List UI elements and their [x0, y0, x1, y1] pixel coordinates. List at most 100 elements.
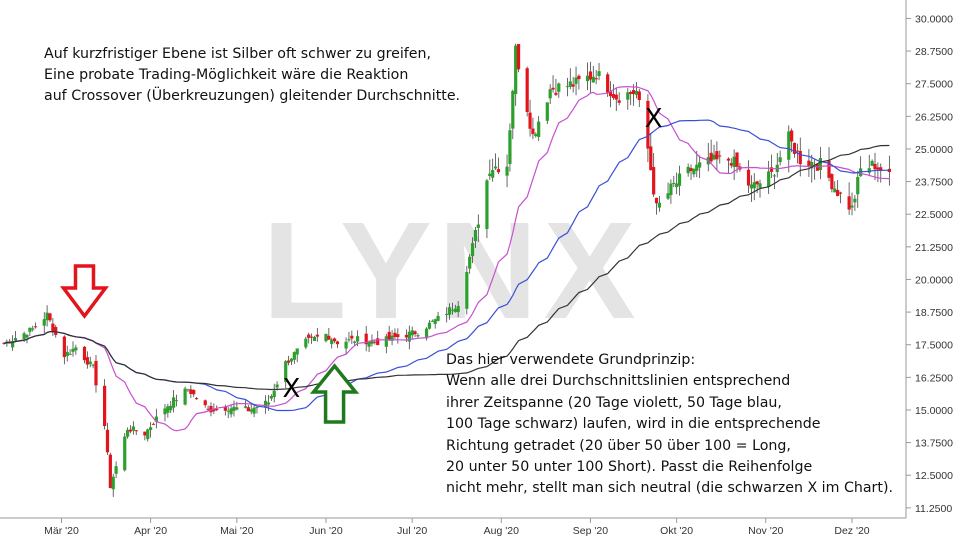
candle-body-118	[473, 229, 478, 242]
candle-body-206	[830, 174, 834, 190]
candle-body-131	[528, 112, 532, 129]
candle-body-45	[183, 388, 187, 405]
candle-body-197	[792, 142, 797, 154]
candle-body-136	[548, 89, 552, 99]
moving-average-20-line	[3, 85, 890, 432]
candle-body-132	[531, 128, 535, 135]
candle-body-209	[838, 192, 843, 194]
candle-body-200	[807, 160, 811, 166]
candle-body-178	[715, 151, 719, 160]
candle-body-148	[594, 78, 598, 80]
candle-body-126	[508, 130, 512, 164]
candle-body-39	[154, 416, 158, 422]
candle-body-95	[384, 336, 388, 347]
candle-body-123	[493, 166, 498, 169]
candle-body-37	[149, 427, 153, 431]
candle-body-134	[537, 121, 541, 137]
candle-body-151	[608, 91, 613, 97]
candle-body-96	[387, 331, 391, 340]
candle-body-94	[376, 338, 380, 346]
candle-body-18	[71, 348, 75, 352]
candle-body-31	[126, 429, 130, 437]
candle-body-145	[585, 75, 590, 82]
candle-body-55	[223, 406, 227, 411]
candle-body-54	[215, 409, 219, 411]
candle-body-108	[433, 319, 437, 324]
y-tick-label-9: 22.5000	[915, 209, 953, 221]
candle-body-154	[617, 100, 621, 103]
candle-body-121	[488, 173, 492, 177]
candle-body-179	[718, 155, 722, 157]
candle-body-195	[787, 131, 791, 160]
candle-body-114	[456, 306, 460, 313]
x-tick-label-1: Apr '20	[134, 525, 167, 537]
candle-body-177	[712, 154, 716, 160]
moving-average-100-line	[3, 144, 890, 391]
candle-body-67	[269, 396, 273, 399]
candle-body-85	[344, 341, 348, 349]
intro-line-3: auf Crossover (Überkreuzungen) gleitende…	[44, 88, 461, 104]
candle-body-186	[749, 184, 753, 189]
y-tick-label-0: 11.2500	[915, 503, 952, 515]
y-tick-label-7: 20.0000	[915, 274, 953, 286]
candle-body-22	[88, 361, 92, 365]
neutral-x-mark-1: X	[283, 374, 301, 404]
candle-body-28	[111, 476, 115, 490]
candle-body-30	[123, 436, 127, 471]
candle-body-211	[850, 205, 854, 208]
candle-body-104	[416, 335, 420, 337]
candle-body-133	[534, 134, 538, 137]
candle-body-57	[229, 408, 233, 415]
candle-body-103	[413, 331, 417, 335]
candle-body-216	[870, 160, 874, 166]
candle-body-166	[669, 183, 673, 196]
candle-body-194	[778, 157, 782, 163]
y-tick-label-10: 23.7500	[915, 177, 953, 189]
candle-body-112	[450, 309, 455, 311]
candle-body-196	[790, 130, 794, 142]
candle-body-212	[853, 198, 857, 203]
candle-body-203	[815, 164, 820, 171]
candle-body-23	[91, 364, 95, 366]
candle-body-14	[54, 327, 58, 335]
candle-body-99	[396, 334, 400, 338]
candle-body-51	[206, 408, 210, 410]
candle-body-182	[732, 156, 736, 168]
candle-body-17	[68, 353, 72, 355]
candle-body-172	[692, 168, 696, 175]
principle-line-4: 100 Tage schwarz) laufen, wird in die en…	[446, 416, 821, 433]
candle-body-217	[873, 163, 877, 170]
candle-body-174	[698, 162, 702, 168]
x-tick-label-7: Okt '20	[660, 525, 693, 537]
candle-body-8	[31, 328, 35, 330]
candle-body-53	[212, 408, 216, 412]
candle-body-11	[45, 312, 49, 321]
candle-body-138	[554, 92, 558, 95]
candle-body-120	[485, 180, 489, 230]
candle-body-7	[28, 327, 32, 332]
principle-line-1: Das hier verwendete Grundprinzip:	[446, 352, 696, 368]
candle-body-191	[769, 167, 774, 172]
candle-body-48	[192, 389, 196, 395]
candle-body-124	[496, 169, 501, 173]
candle-body-40	[163, 408, 167, 415]
candle-body-180	[726, 158, 730, 161]
candle-body-24	[94, 360, 98, 386]
candle-body-70	[284, 361, 288, 382]
candle-body-171	[689, 168, 693, 172]
candle-body-170	[686, 166, 690, 174]
candle-body-27	[108, 454, 112, 488]
candle-body-34	[134, 430, 138, 432]
candle-body-137	[551, 87, 555, 90]
candle-body-33	[131, 426, 135, 431]
candle-body-16	[65, 351, 69, 357]
candle-body-189	[758, 183, 762, 188]
up-arrow-icon	[309, 363, 360, 424]
candle-body-35	[143, 431, 147, 436]
candle-body-139	[557, 83, 561, 92]
intro-line-2: Eine probate Trading-Möglichkeit wäre di…	[44, 67, 409, 83]
candle-body-150	[606, 74, 610, 93]
candle-body-71	[286, 360, 291, 363]
candle-body-219	[879, 167, 883, 172]
